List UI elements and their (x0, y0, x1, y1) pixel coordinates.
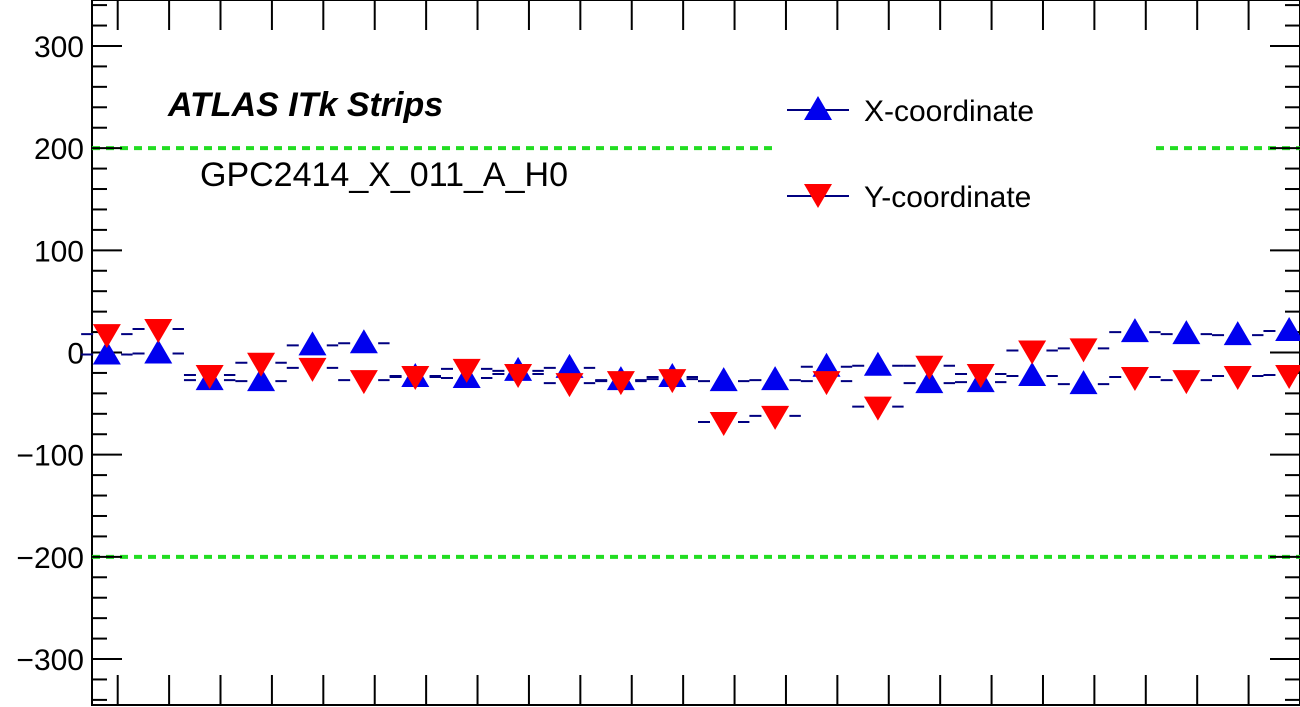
x-coordinate-point (92, 340, 121, 365)
x-coordinate-point (349, 329, 378, 354)
y-tick-label: −100 (16, 440, 84, 473)
axis-ticks (92, 0, 1300, 705)
x-coordinate-point (555, 353, 584, 378)
y-coordinate-point (298, 357, 327, 382)
y-coordinate-point (1223, 366, 1252, 390)
y-coordinate-point (915, 355, 944, 380)
y-coordinate-point (812, 371, 841, 396)
y-coordinate-point (761, 405, 790, 430)
y-coordinate-point (863, 396, 892, 421)
x-coordinate-point (812, 352, 841, 377)
y-coordinate-point (349, 370, 378, 395)
y-coordinate-point (1069, 338, 1098, 363)
x-coordinate-point (761, 366, 790, 391)
legend: X-coordinate Y-coordinate (772, 78, 1152, 230)
threshold-lines (92, 146, 1300, 559)
y-coordinate-point (247, 352, 276, 377)
y-tick-label: 0 (67, 338, 84, 371)
x-coordinate-point (863, 351, 892, 376)
legend-y-marker (804, 184, 832, 208)
legend-x-label: X-coordinate (864, 95, 1034, 128)
y-tick-label: 100 (34, 235, 84, 268)
atlas-label: ATLAS ITk Strips (167, 86, 443, 124)
y-coordinate-point (966, 363, 995, 388)
x-coordinate-point (247, 367, 276, 392)
y-tick-labels: −300 −200 −100 0 100 200 300 (16, 31, 84, 677)
x-coordinate-point (298, 331, 327, 356)
module-label: GPC2414_X_011_A_H0 (200, 156, 568, 194)
y-coordinate-point (709, 411, 738, 436)
x-coordinate-point (1172, 320, 1201, 345)
x-coordinate-point (915, 369, 944, 394)
y-tick-label: 300 (34, 31, 84, 64)
y-coordinate-point (658, 369, 687, 394)
y-coordinate-point (1172, 370, 1201, 395)
y-coordinate-point (1120, 367, 1149, 392)
x-coordinate-point (1275, 317, 1300, 342)
x-coordinate-point (1069, 370, 1098, 395)
x-coordinate-point (1018, 362, 1047, 386)
legend-x-marker (804, 96, 832, 120)
x-coordinate-point (1223, 321, 1252, 346)
y-coordinate-point (1275, 364, 1300, 389)
y-coordinate-point (401, 366, 430, 390)
y-coordinate-point (144, 319, 173, 343)
y-coordinate-point (195, 364, 224, 389)
x-coordinate-point (1120, 318, 1149, 343)
y-coordinate-point (452, 358, 481, 383)
x-coordinate-point (144, 339, 173, 364)
y-coordinate-point (92, 324, 121, 349)
legend-box (772, 78, 1152, 230)
x-coordinate-point (709, 367, 738, 392)
y-tick-label: 200 (34, 133, 84, 166)
y-coordinate-point (555, 373, 584, 398)
y-coordinate-point (606, 371, 635, 396)
y-coordinate-point (504, 363, 533, 388)
y-tick-label: −200 (16, 542, 84, 575)
series-layer (81, 317, 1300, 436)
legend-y-label: Y-coordinate (864, 181, 1031, 214)
y-tick-label: −300 (16, 644, 84, 677)
y-coordinate-point (1018, 340, 1047, 365)
